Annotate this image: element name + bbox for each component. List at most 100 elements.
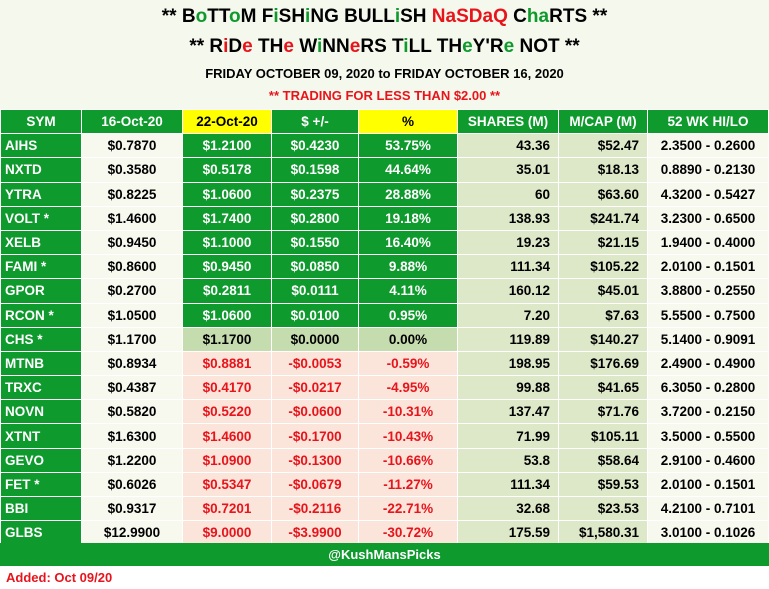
col-change: $ +/-	[271, 108, 359, 135]
cur-price-cell: $1.7400	[182, 205, 272, 231]
percent-cell: -10.43%	[358, 423, 458, 449]
footer-handle: @KushMansPicks	[0, 543, 769, 566]
prev-price-cell: $0.2700	[81, 278, 183, 304]
shares-cell: 71.99	[457, 423, 559, 449]
table-row: FET * $0.6026 $0.5347 -$0.0679 -11.27% 111.34…	[0, 471, 769, 498]
prev-price-cell: $0.8225	[81, 181, 183, 207]
change-cell: -$0.1700	[271, 423, 359, 449]
mcap-cell: $41.65	[558, 375, 648, 401]
col-cur-date: 22-Oct-20	[182, 108, 272, 135]
symbol-cell: NOVN	[0, 399, 82, 425]
change-cell: $0.2800	[271, 205, 359, 231]
shares-cell: 19.23	[457, 229, 559, 256]
change-cell: -$3.9900	[271, 520, 359, 546]
table-row: VOLT * $1.4600 $1.7400 $0.2800 19.18% 138.93 $…	[0, 205, 769, 231]
percent-cell: 0.00%	[358, 326, 458, 352]
percent-cell: -11.27%	[358, 471, 458, 498]
table-row: NOVN $0.5820 $0.5220 -$0.0600 -10.31% 137.47 $…	[0, 399, 769, 425]
mcap-cell: $140.27	[558, 326, 648, 352]
col-shares: SHARES (M)	[457, 108, 559, 135]
shares-cell: 35.01	[457, 157, 559, 183]
percent-cell: 16.40%	[358, 229, 458, 256]
hilo-cell: 3.0100 - 0.1026	[647, 520, 769, 546]
shares-cell: 7.20	[457, 302, 559, 328]
symbol-cell: BBI	[0, 495, 82, 522]
mcap-cell: $58.64	[558, 447, 648, 473]
hilo-cell: 1.9400 - 0.4000	[647, 229, 769, 256]
change-cell: $0.4230	[271, 133, 359, 159]
date-range: FRIDAY OCTOBER 09, 2020 to FRIDAY OCTOBE…	[205, 66, 564, 81]
percent-cell: 19.18%	[358, 205, 458, 231]
change-cell: $0.0111	[271, 278, 359, 304]
hilo-cell: 5.5500 - 0.7500	[647, 302, 769, 328]
change-cell: -$0.1300	[271, 447, 359, 473]
title-line-1-text: ** BoTToM FiSHiNG BULLiSH NaSDaQ ChaRTS …	[161, 6, 608, 27]
col-sym: SYM	[0, 108, 82, 135]
cur-price-cell: $0.5347	[182, 471, 272, 498]
percent-cell: 53.75%	[358, 133, 458, 159]
stocks-table: SYM 16-Oct-20 22-Oct-20 $ +/- % SHARES (…	[0, 108, 769, 546]
mcap-cell: $105.22	[558, 254, 648, 280]
mcap-cell: $176.69	[558, 350, 648, 377]
mcap-cell: $23.53	[558, 495, 648, 522]
hilo-cell: 2.3500 - 0.2600	[647, 133, 769, 159]
prev-price-cell: $0.9450	[81, 229, 183, 256]
table-row: RCON * $1.0500 $1.0600 $0.0100 0.95% 7.20 $7.6…	[0, 302, 769, 328]
change-cell: -$0.0217	[271, 375, 359, 401]
table-row: CHS * $1.1700 $1.1700 $0.0000 0.00% 119.89 $14…	[0, 326, 769, 352]
cur-price-cell: $1.0900	[182, 447, 272, 473]
change-cell: -$0.0600	[271, 399, 359, 425]
prev-price-cell: $0.4387	[81, 375, 183, 401]
table-row: GEVO $1.2200 $1.0900 -$0.1300 -10.66% 53.8 $58…	[0, 447, 769, 473]
header-panel: ** BoTToM FiSHiNG BULLiSH NaSDaQ ChaRTS …	[0, 0, 769, 109]
table-row: TRXC $0.4387 $0.4170 -$0.0217 -4.95% 99.88 $41…	[0, 375, 769, 401]
hilo-cell: 4.2100 - 0.7101	[647, 495, 769, 522]
cur-price-cell: $0.5220	[182, 399, 272, 425]
shares-cell: 53.8	[457, 447, 559, 473]
mcap-cell: $63.60	[558, 181, 648, 207]
prev-price-cell: $0.8934	[81, 350, 183, 377]
change-cell: $0.0850	[271, 254, 359, 280]
mcap-cell: $45.01	[558, 278, 648, 304]
hilo-cell: 2.0100 - 0.1501	[647, 254, 769, 280]
percent-cell: 0.95%	[358, 302, 458, 328]
col-percent: %	[358, 108, 458, 135]
symbol-cell: AIHS	[0, 133, 82, 159]
symbol-cell: NXTD	[0, 157, 82, 183]
percent-cell: -10.66%	[358, 447, 458, 473]
table-row: MTNB $0.8934 $0.8881 -$0.0053 -0.59% 198.95 $1…	[0, 350, 769, 377]
table-row: XTNT $1.6300 $1.4600 -$0.1700 -10.43% 71.99 $1…	[0, 423, 769, 449]
prev-price-cell: $1.0500	[81, 302, 183, 328]
shares-cell: 160.12	[457, 278, 559, 304]
shares-cell: 111.34	[457, 254, 559, 280]
hilo-cell: 0.8890 - 0.2130	[647, 157, 769, 183]
change-cell: $0.0000	[271, 326, 359, 352]
change-cell: -$0.2116	[271, 495, 359, 522]
cur-price-cell: $0.7201	[182, 495, 272, 522]
prev-price-cell: $0.9317	[81, 495, 183, 522]
symbol-cell: MTNB	[0, 350, 82, 377]
symbol-cell: CHS *	[0, 326, 82, 352]
symbol-cell: XELB	[0, 229, 82, 256]
percent-cell: -30.72%	[358, 520, 458, 546]
symbol-cell: FAMI *	[0, 254, 82, 280]
prev-price-cell: $1.1700	[81, 326, 183, 352]
shares-cell: 137.47	[457, 399, 559, 425]
shares-cell: 198.95	[457, 350, 559, 377]
mcap-cell: $105.11	[558, 423, 648, 449]
percent-cell: 28.88%	[358, 181, 458, 207]
title-line-2-text: ** RiDe THe WiNNeRS TiLL THeY'Re NOT **	[189, 36, 580, 57]
table-row: GLBS $12.9900 $9.0000 -$3.9900 -30.72% 175.59…	[0, 520, 769, 546]
percent-cell: 44.64%	[358, 157, 458, 183]
percent-cell: 4.11%	[358, 278, 458, 304]
cur-price-cell: $9.0000	[182, 520, 272, 546]
col-hilo: 52 WK HI/LO	[647, 108, 769, 135]
symbol-cell: GEVO	[0, 447, 82, 473]
shares-cell: 138.93	[457, 205, 559, 231]
prev-price-cell: $1.2200	[81, 447, 183, 473]
shares-cell: 111.34	[457, 471, 559, 498]
hilo-cell: 2.9100 - 0.4600	[647, 447, 769, 473]
header-row: SYM 16-Oct-20 22-Oct-20 $ +/- % SHARES (…	[0, 108, 769, 135]
price-note: ** TRADING FOR LESS THAN $2.00 **	[268, 88, 501, 103]
mcap-cell: $1,580.31	[558, 520, 648, 546]
